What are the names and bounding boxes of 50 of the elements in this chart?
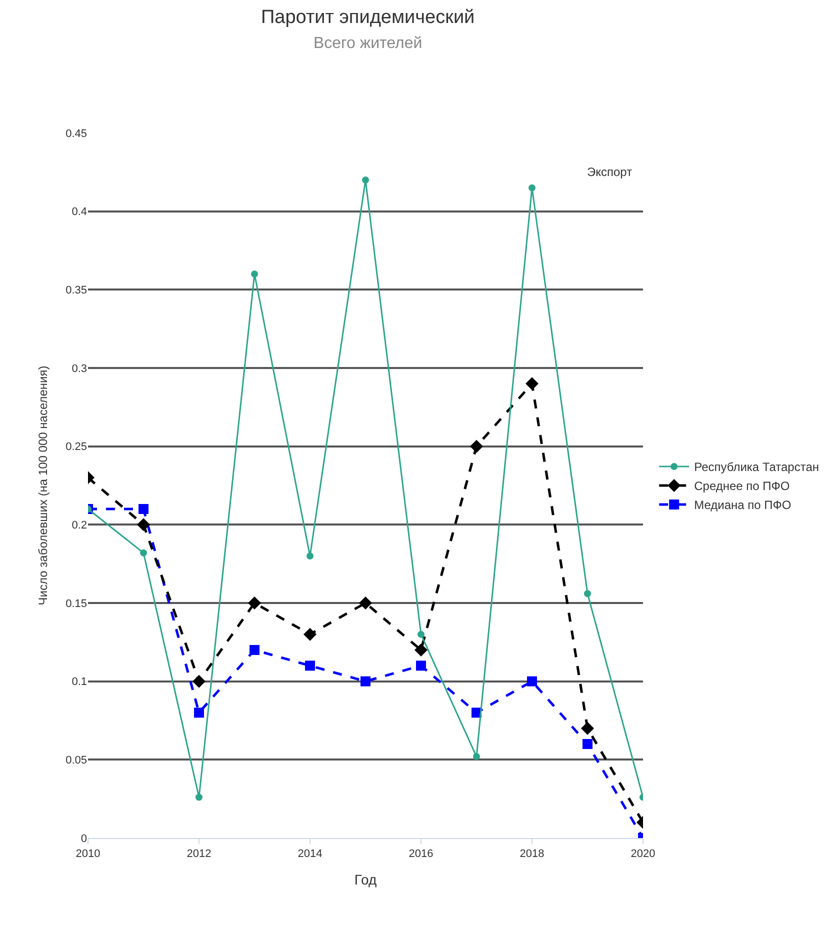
- point: [194, 708, 204, 718]
- point: [138, 504, 148, 514]
- point: [581, 722, 594, 735]
- point: [306, 552, 314, 560]
- legend-label: Республика Татарстан: [694, 460, 820, 474]
- point: [470, 440, 483, 453]
- y-tick-label: 0.15: [66, 598, 87, 610]
- point: [248, 596, 261, 610]
- point: [250, 645, 260, 655]
- x-tick-label: 2012: [186, 848, 212, 860]
- point: [528, 184, 536, 192]
- point: [192, 674, 206, 688]
- point: [527, 676, 537, 686]
- y-tick-label: 0.4: [72, 206, 87, 218]
- chart-subtitle: Всего жителей: [313, 34, 422, 52]
- point: [305, 660, 315, 671]
- point: [414, 644, 428, 656]
- point: [526, 377, 538, 390]
- point: [251, 270, 258, 278]
- point: [416, 660, 426, 671]
- y-tick-label: 0.3: [72, 362, 87, 375]
- point: [582, 739, 592, 749]
- x-tick-label: 2018: [520, 848, 544, 860]
- x-tick-label: 2014: [298, 848, 322, 860]
- x-tick-label: 2016: [408, 848, 434, 860]
- point: [473, 753, 480, 760]
- y-tick-label: 0.1: [72, 676, 87, 688]
- y-axis-title: Число заболевших (на 100 000 населения): [36, 366, 50, 606]
- point: [359, 596, 372, 610]
- point: [196, 794, 202, 801]
- y-tick-label: 0.05: [66, 754, 87, 767]
- y-tick-label: 0.25: [66, 441, 87, 454]
- legend-label: Медиана по ПФО: [694, 498, 792, 512]
- legend-label: Среднее по ПФО: [694, 479, 790, 494]
- x-tick-label: 2010: [76, 848, 100, 860]
- chart-title: Паротит эпидемический: [261, 7, 475, 28]
- point: [584, 590, 591, 598]
- y-tick-label: 0.35: [66, 284, 87, 297]
- y-tick-label: 0.2: [72, 520, 87, 532]
- point: [360, 676, 370, 686]
- y-tick-label: 0: [80, 832, 87, 845]
- annotation: Экспорт: [587, 165, 633, 179]
- x-axis-title: Год: [354, 872, 377, 888]
- y-tick-label: 0.45: [66, 128, 87, 140]
- point: [137, 518, 150, 532]
- point: [140, 549, 147, 556]
- x-tick-label: 2020: [630, 848, 656, 860]
- point: [362, 176, 369, 184]
- point: [418, 630, 424, 638]
- point: [304, 628, 316, 641]
